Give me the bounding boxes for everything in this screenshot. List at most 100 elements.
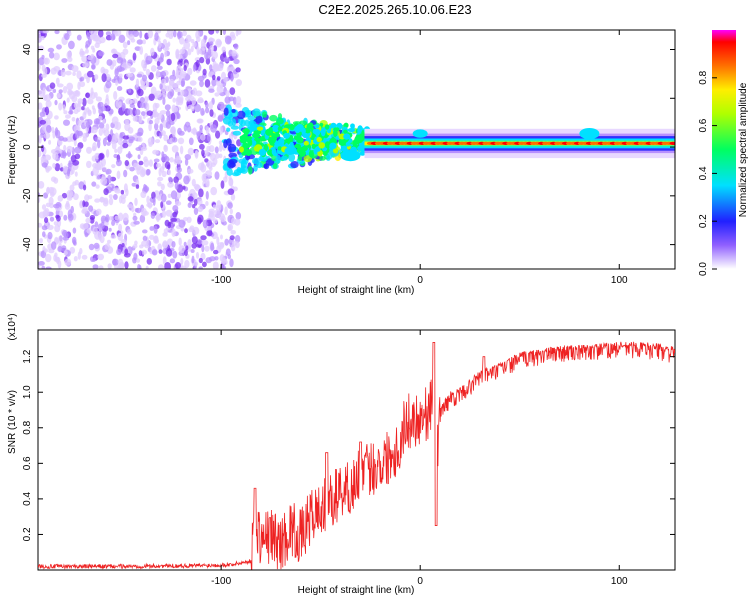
noise-blob bbox=[118, 262, 125, 269]
noise-blob bbox=[222, 30, 226, 35]
noise-blob bbox=[164, 262, 171, 269]
noise-blob bbox=[116, 170, 121, 180]
noise-blob bbox=[66, 82, 74, 91]
colorbar-tick-label: 0.2 bbox=[698, 214, 709, 228]
noise-blob bbox=[63, 231, 69, 239]
noise-blob bbox=[198, 162, 205, 171]
core-blob bbox=[359, 142, 364, 148]
noise-blob bbox=[129, 103, 135, 108]
noise-blob bbox=[68, 192, 72, 200]
noise-blob bbox=[201, 244, 205, 253]
noise-blob bbox=[124, 160, 129, 167]
core-blob bbox=[289, 123, 295, 131]
noise-blob bbox=[93, 118, 101, 125]
noise-blob bbox=[209, 109, 214, 117]
noise-blob bbox=[167, 164, 171, 170]
transition-blob bbox=[272, 163, 278, 169]
noise-blob bbox=[191, 243, 197, 249]
noise-blob bbox=[118, 223, 123, 232]
noise-blob bbox=[96, 208, 102, 215]
noise-blob bbox=[108, 227, 112, 232]
core-blob bbox=[314, 124, 320, 129]
noise-blob bbox=[172, 211, 178, 218]
noise-blob bbox=[155, 90, 162, 98]
noise-blob bbox=[42, 87, 46, 96]
noise-blob bbox=[142, 235, 148, 242]
noise-blob bbox=[94, 74, 99, 80]
noise-blob bbox=[111, 59, 117, 67]
noise-blob bbox=[60, 69, 66, 77]
noise-blob bbox=[105, 94, 109, 102]
noise-blob bbox=[161, 151, 165, 158]
noise-blob bbox=[42, 94, 48, 101]
core-blob bbox=[258, 148, 266, 156]
noise-blob bbox=[62, 104, 66, 111]
noise-blob bbox=[139, 30, 143, 39]
noise-blob bbox=[115, 121, 122, 131]
noise-blob bbox=[208, 256, 216, 262]
noise-blob bbox=[105, 168, 112, 175]
noise-blob bbox=[185, 34, 192, 43]
noise-blob bbox=[45, 253, 52, 263]
noise-blob bbox=[48, 196, 54, 205]
transition-blob bbox=[232, 172, 240, 177]
noise-blob bbox=[142, 211, 149, 216]
noise-blob bbox=[166, 58, 172, 66]
noise-blob bbox=[235, 30, 239, 37]
noise-blob bbox=[145, 55, 153, 65]
noise-blob bbox=[215, 80, 221, 86]
noise-blob bbox=[197, 206, 203, 213]
noise-blob bbox=[160, 201, 164, 209]
noise-blob bbox=[61, 192, 68, 199]
noise-blob bbox=[113, 90, 118, 100]
noise-blob bbox=[184, 249, 188, 257]
noise-blob bbox=[214, 171, 220, 180]
noise-blob bbox=[161, 170, 167, 178]
noise-blob bbox=[54, 163, 61, 172]
noise-blob bbox=[82, 62, 89, 68]
core-blob bbox=[329, 142, 337, 150]
noise-blob bbox=[224, 206, 228, 216]
noise-blob bbox=[188, 227, 194, 233]
noise-blob bbox=[136, 132, 143, 137]
core-blob bbox=[306, 124, 311, 131]
noise-blob bbox=[219, 82, 224, 89]
noise-blob bbox=[216, 236, 220, 245]
noise-blob bbox=[174, 201, 182, 206]
noise-blob bbox=[208, 30, 215, 35]
noise-blob bbox=[113, 75, 120, 83]
noise-blob bbox=[123, 169, 128, 178]
noise-blob bbox=[187, 67, 193, 76]
noise-blob bbox=[61, 58, 68, 63]
noise-blob bbox=[187, 239, 192, 248]
carrier-bulge bbox=[579, 128, 600, 140]
noise-blob bbox=[150, 212, 156, 219]
noise-blob bbox=[63, 119, 70, 126]
noise-blob bbox=[137, 88, 144, 97]
noise-blob bbox=[126, 72, 134, 78]
noise-blob bbox=[227, 202, 233, 209]
noise-blob bbox=[83, 184, 87, 191]
noise-blob bbox=[94, 42, 100, 48]
noise-blob bbox=[66, 145, 73, 153]
noise-blob bbox=[230, 72, 234, 82]
noise-blob bbox=[76, 70, 82, 79]
noise-blob bbox=[141, 59, 146, 69]
noise-blob bbox=[154, 122, 159, 131]
core-blob bbox=[283, 132, 290, 139]
noise-blob bbox=[47, 47, 55, 53]
noise-blob bbox=[87, 109, 92, 117]
noise-blob bbox=[157, 181, 162, 187]
noise-blob bbox=[140, 146, 148, 152]
noise-blob bbox=[61, 152, 68, 157]
noise-blob bbox=[147, 137, 154, 145]
core-blob bbox=[324, 124, 330, 130]
noise-blob bbox=[110, 33, 116, 41]
noise-blob bbox=[89, 215, 96, 220]
noise-blob bbox=[126, 203, 133, 209]
noise-blob bbox=[98, 127, 104, 136]
noise-blob bbox=[89, 30, 93, 34]
noise-blob bbox=[148, 119, 154, 125]
noise-blob bbox=[146, 202, 153, 208]
noise-blob bbox=[90, 45, 95, 50]
